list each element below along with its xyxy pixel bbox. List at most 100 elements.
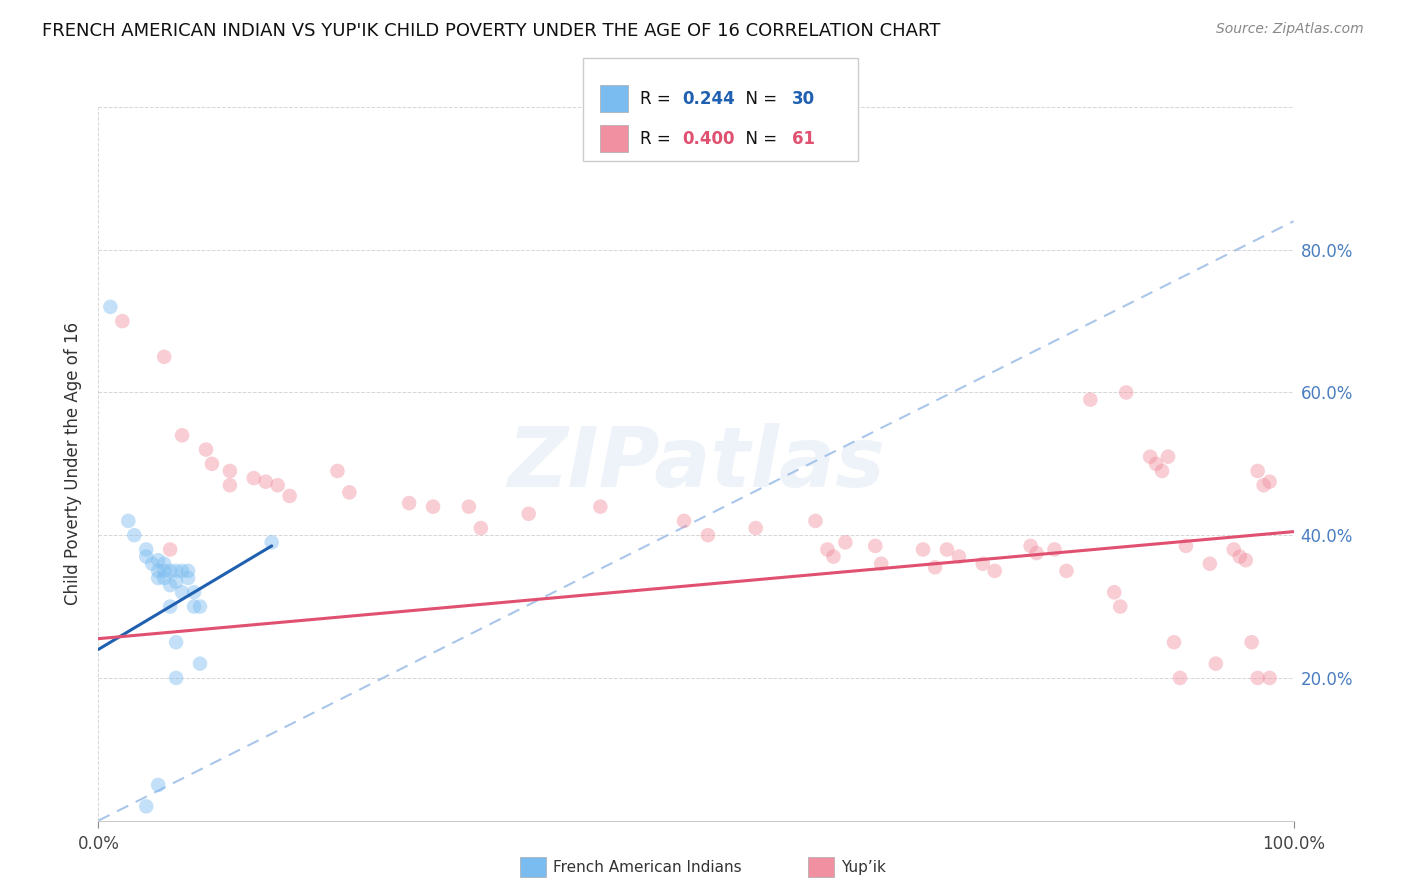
- Point: [159, 578, 181, 592]
- Point: [457, 500, 479, 514]
- Point: [815, 542, 838, 557]
- Point: [1025, 546, 1047, 560]
- Point: [972, 557, 994, 571]
- Point: [1234, 553, 1257, 567]
- Point: [188, 657, 211, 671]
- Point: [219, 464, 242, 478]
- Point: [177, 571, 200, 585]
- Text: R =: R =: [640, 130, 676, 148]
- Point: [172, 428, 194, 442]
- Point: [470, 521, 492, 535]
- Point: [141, 557, 163, 571]
- Point: [517, 507, 540, 521]
- Point: [165, 635, 187, 649]
- Point: [260, 535, 283, 549]
- Text: French American Indians: French American Indians: [553, 861, 741, 875]
- Point: [1150, 464, 1173, 478]
- Point: [194, 442, 218, 457]
- Point: [911, 542, 934, 557]
- Point: [111, 314, 134, 328]
- Point: [135, 549, 157, 564]
- Point: [948, 549, 970, 564]
- Point: [1102, 585, 1125, 599]
- Point: [804, 514, 827, 528]
- Text: N =: N =: [735, 130, 783, 148]
- Point: [1054, 564, 1078, 578]
- Text: Yup’ik: Yup’ik: [841, 861, 886, 875]
- Point: [159, 564, 181, 578]
- Point: [153, 564, 176, 578]
- Point: [984, 564, 1007, 578]
- Text: N =: N =: [735, 90, 783, 108]
- Point: [117, 514, 139, 528]
- Point: [1175, 539, 1198, 553]
- Point: [148, 571, 170, 585]
- Point: [1240, 635, 1263, 649]
- Point: [1205, 657, 1227, 671]
- Point: [188, 599, 211, 614]
- Point: [1246, 671, 1268, 685]
- Point: [1019, 539, 1042, 553]
- Text: 30: 30: [792, 90, 814, 108]
- Point: [673, 514, 696, 528]
- Point: [326, 464, 349, 478]
- Text: 0.244: 0.244: [682, 90, 735, 108]
- Point: [159, 542, 181, 557]
- Point: [1043, 542, 1066, 557]
- Y-axis label: Child Poverty Under the Age of 16: Child Poverty Under the Age of 16: [65, 322, 83, 606]
- Point: [183, 585, 205, 599]
- Point: [834, 535, 856, 549]
- Point: [398, 496, 420, 510]
- Point: [219, 478, 242, 492]
- Point: [243, 471, 266, 485]
- Text: 61: 61: [792, 130, 814, 148]
- Point: [153, 557, 176, 571]
- Point: [924, 560, 946, 574]
- Point: [339, 485, 360, 500]
- Point: [1229, 549, 1251, 564]
- Point: [201, 457, 224, 471]
- Text: R =: R =: [640, 90, 676, 108]
- Point: [589, 500, 612, 514]
- Point: [159, 599, 181, 614]
- Point: [98, 300, 122, 314]
- Point: [165, 574, 187, 589]
- Point: [1080, 392, 1102, 407]
- Point: [135, 799, 157, 814]
- Point: [1258, 671, 1281, 685]
- Point: [278, 489, 301, 503]
- Point: [422, 500, 444, 514]
- Point: [1258, 475, 1281, 489]
- Point: [870, 557, 893, 571]
- Point: [148, 553, 170, 567]
- Text: FRENCH AMERICAN INDIAN VS YUP'IK CHILD POVERTY UNDER THE AGE OF 16 CORRELATION C: FRENCH AMERICAN INDIAN VS YUP'IK CHILD P…: [42, 22, 941, 40]
- Point: [1253, 478, 1275, 492]
- Point: [745, 521, 768, 535]
- Point: [1109, 599, 1132, 614]
- Point: [165, 671, 187, 685]
- Point: [1139, 450, 1161, 464]
- Text: ZIPatlas: ZIPatlas: [508, 424, 884, 504]
- Point: [1157, 450, 1180, 464]
- Point: [254, 475, 277, 489]
- Point: [823, 549, 845, 564]
- Point: [153, 571, 176, 585]
- Point: [135, 542, 157, 557]
- Point: [863, 539, 887, 553]
- Point: [267, 478, 290, 492]
- Point: [153, 350, 176, 364]
- Point: [1168, 671, 1191, 685]
- Point: [1198, 557, 1220, 571]
- Point: [1222, 542, 1246, 557]
- Text: Source: ZipAtlas.com: Source: ZipAtlas.com: [1216, 22, 1364, 37]
- Point: [1144, 457, 1167, 471]
- Point: [177, 564, 200, 578]
- Point: [172, 564, 194, 578]
- Point: [1163, 635, 1185, 649]
- Point: [124, 528, 146, 542]
- Point: [172, 585, 194, 599]
- Point: [1246, 464, 1268, 478]
- Point: [148, 564, 170, 578]
- Point: [697, 528, 720, 542]
- Point: [183, 599, 205, 614]
